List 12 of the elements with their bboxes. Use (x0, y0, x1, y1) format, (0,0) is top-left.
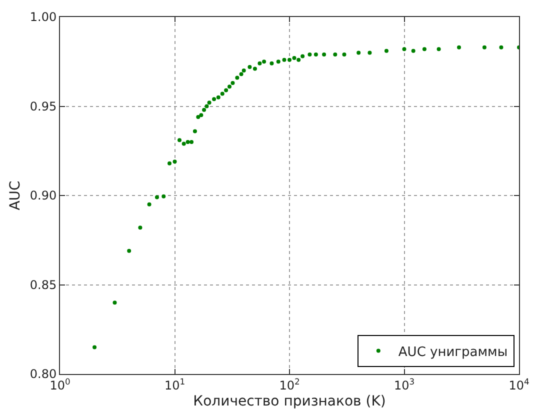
y-tick-label: 0.80 (30, 367, 57, 382)
y-tick-label: 0.90 (30, 188, 57, 203)
x-axis-title: Количество признаков (K) (193, 394, 386, 410)
x-tick-label: 10$^{2}$ (279, 376, 300, 392)
y-tick-label: 1.00 (30, 10, 57, 24)
x-tick-label: 10$^{1}$ (164, 376, 186, 392)
y-tick-label: 0.95 (30, 99, 57, 114)
legend-label: AUC униграммы (398, 344, 508, 360)
x-tick-label: 10$^{4}$ (508, 376, 530, 392)
y-axis-title: AUC (7, 180, 24, 210)
y-tick-label: 0.85 (30, 278, 57, 292)
x-tick-label: 10$^{3}$ (394, 376, 415, 392)
